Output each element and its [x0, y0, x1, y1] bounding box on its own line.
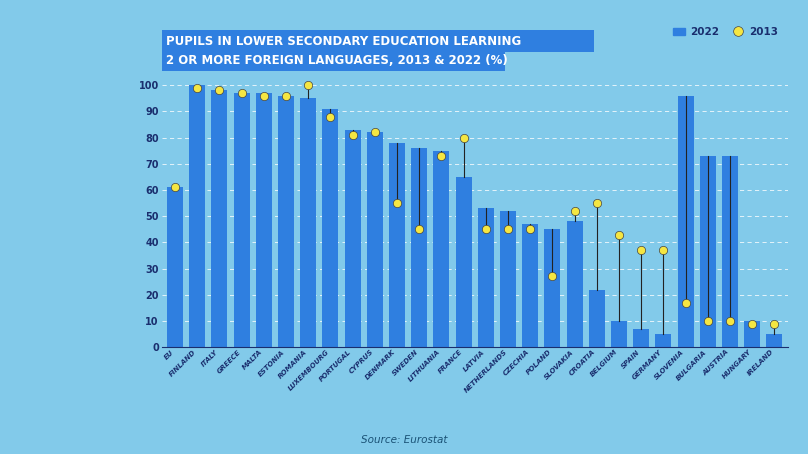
Point — [280, 92, 292, 99]
Point — [213, 87, 225, 94]
Point — [524, 226, 537, 233]
Bar — [566, 222, 583, 347]
Point — [546, 273, 559, 280]
Point — [591, 199, 604, 207]
Point — [502, 226, 515, 233]
Bar — [767, 334, 782, 347]
Bar — [545, 229, 561, 347]
Bar — [411, 148, 427, 347]
Point — [635, 247, 648, 254]
Point — [324, 113, 337, 120]
Bar — [433, 151, 449, 347]
Point — [746, 320, 759, 327]
Bar — [367, 132, 383, 347]
Bar — [655, 334, 671, 347]
Bar — [633, 329, 650, 347]
Legend: 2022, 2013: 2022, 2013 — [668, 23, 783, 41]
Bar — [278, 95, 294, 347]
Bar — [344, 130, 360, 347]
Point — [724, 317, 737, 325]
Bar — [300, 98, 316, 347]
Bar — [189, 85, 205, 347]
Bar — [322, 109, 339, 347]
Bar — [389, 143, 405, 347]
Point — [368, 128, 381, 136]
Bar — [212, 90, 227, 347]
Bar — [744, 321, 760, 347]
Point — [612, 231, 625, 238]
Point — [413, 226, 426, 233]
Bar — [700, 156, 716, 347]
Point — [168, 184, 181, 191]
Bar — [589, 290, 605, 347]
Bar — [256, 93, 271, 347]
Bar — [678, 95, 693, 347]
Point — [457, 134, 470, 141]
Point — [701, 317, 714, 325]
Bar — [611, 321, 627, 347]
Text: Source: Eurostat: Source: Eurostat — [360, 434, 448, 444]
Point — [235, 89, 248, 97]
Point — [657, 247, 670, 254]
Bar — [478, 208, 494, 347]
Bar — [522, 224, 538, 347]
Point — [568, 207, 581, 215]
Bar — [234, 93, 250, 347]
Bar — [500, 211, 516, 347]
Bar — [722, 156, 738, 347]
Point — [346, 131, 359, 138]
Point — [191, 84, 204, 91]
Bar — [167, 188, 183, 347]
Point — [479, 226, 492, 233]
Point — [768, 320, 781, 327]
Point — [435, 152, 448, 159]
Text: 2 OR MORE FOREIGN LANGUAGES, 2013 & 2022 (%): 2 OR MORE FOREIGN LANGUAGES, 2013 & 2022… — [166, 54, 508, 67]
Bar — [456, 177, 472, 347]
Text: PUPILS IN LOWER SECONDARY EDUCATION LEARNING: PUPILS IN LOWER SECONDARY EDUCATION LEAR… — [166, 35, 522, 48]
Point — [257, 92, 270, 99]
Point — [680, 299, 692, 306]
Point — [301, 81, 314, 89]
Point — [390, 199, 403, 207]
